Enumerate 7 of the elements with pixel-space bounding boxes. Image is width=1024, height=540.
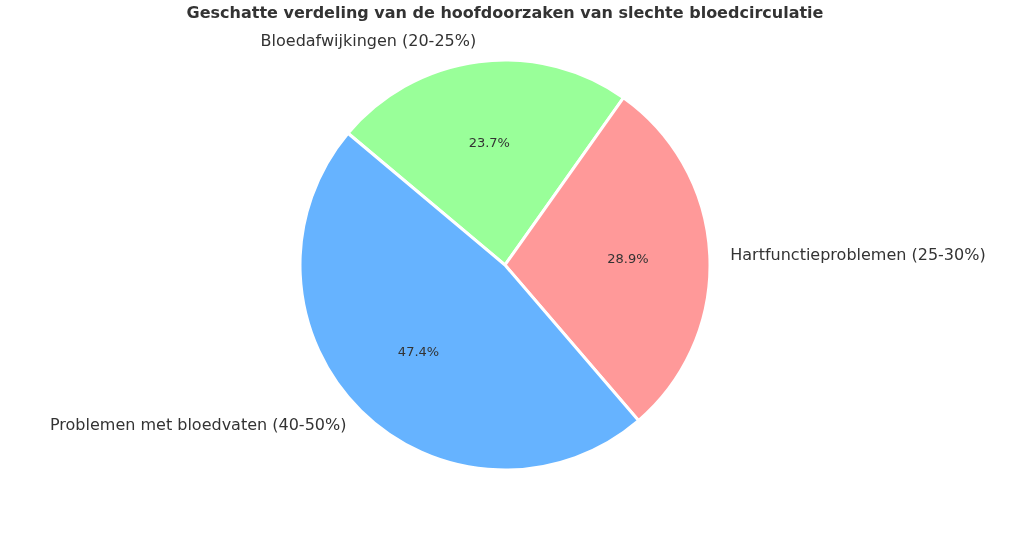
data-label: 28.9%: [607, 251, 649, 267]
data-label: 23.7%: [468, 135, 510, 151]
slice-label: Bloedafwijkingen (20-25%): [260, 31, 477, 51]
data-label: 47.4%: [397, 344, 440, 360]
chart-title: Geschatte verdeling van de hoofdoorzaken van slechte bloedcirculatie: [186, 3, 824, 22]
slice-label: Hartfunctieproblemen (25-30%): [730, 244, 986, 264]
slice-label: Problemen met bloedvaten (40-50%): [49, 415, 347, 435]
